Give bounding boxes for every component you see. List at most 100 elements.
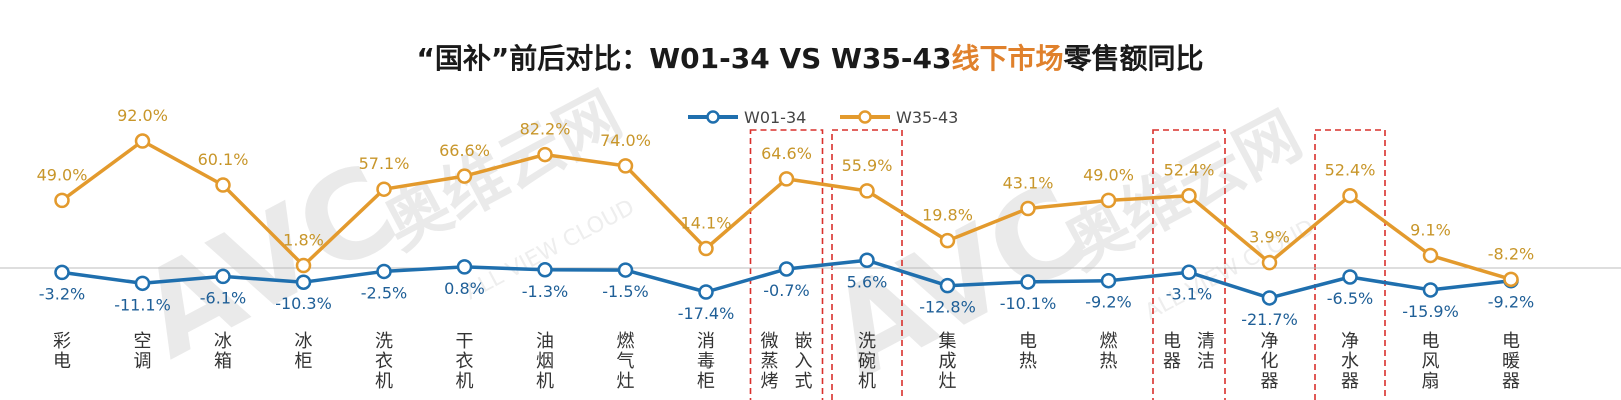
- data-point-w35-43: [1503, 271, 1519, 288]
- data-point-w01-34: [1181, 264, 1197, 281]
- data-label-w01-34: -1.3%: [522, 282, 568, 301]
- data-label-w01-34: -0.7%: [763, 281, 809, 300]
- legend-marker-w35-43: [858, 110, 872, 124]
- category-label: 清洁: [1197, 331, 1215, 372]
- data-point-w35-43: [295, 257, 312, 274]
- category-label: 电器: [1163, 331, 1181, 372]
- category-label: 电暖器: [1502, 331, 1520, 392]
- category-label: 燃热: [1100, 331, 1118, 372]
- category-label: 冰柜: [295, 331, 313, 372]
- data-labels: -3.2% -11.1% -6.1% -10.3% -2.5% 0.8% -1.3% -1.5…: [37, 106, 1535, 329]
- category-label: 冰箱: [214, 331, 232, 372]
- category-label: 彩电: [53, 331, 71, 372]
- data-label-w01-34: -3.2%: [39, 284, 85, 303]
- legend-label-w35-43: W35-43: [896, 108, 958, 127]
- data-label-w35-43: 52.4%: [1164, 161, 1215, 180]
- category-label: 微蒸烤: [761, 331, 779, 392]
- data-label-w01-34: -2.5%: [361, 283, 407, 302]
- data-point-w35-43: [939, 232, 956, 249]
- data-point-w01-34: [1020, 274, 1036, 290]
- data-label-w35-43: 3.9%: [1249, 228, 1290, 247]
- category-label: 嵌入式: [795, 331, 813, 392]
- category-label: 干衣机: [456, 331, 474, 392]
- chart-title-prefix: “国补”前后对比：W01-34 VS W35-43: [416, 42, 951, 75]
- data-point-w01-34: [1342, 269, 1358, 285]
- data-label-w35-43: 52.4%: [1325, 161, 1376, 180]
- data-label-w01-34: -21.7%: [1241, 310, 1298, 329]
- data-label-w35-43: 60.1%: [198, 150, 249, 169]
- data-label-w35-43: 49.0%: [1083, 165, 1134, 184]
- data-label-w35-43: 64.6%: [761, 144, 812, 163]
- data-label-w35-43: 43.1%: [1003, 174, 1054, 193]
- data-point-w01-34: [859, 252, 875, 269]
- highlight-box: [1314, 129, 1386, 400]
- data-point-w35-43: [1181, 187, 1197, 204]
- data-label-w01-34: -6.5%: [1327, 289, 1373, 308]
- data-point-w01-34: [134, 275, 151, 292]
- data-label-w01-34: -12.8%: [919, 298, 976, 317]
- data-point-w35-43: [134, 133, 151, 149]
- data-point-w35-43: [376, 181, 392, 197]
- data-point-w01-34: [54, 264, 70, 281]
- data-label-w35-43: 74.0%: [600, 131, 651, 150]
- data-label-w01-34: -10.3%: [275, 294, 332, 313]
- category-label: 空调: [134, 331, 152, 372]
- category-label: 洗碗机: [858, 331, 876, 392]
- data-point-w01-34: [698, 284, 714, 300]
- data-point-w01-34: [537, 262, 553, 278]
- data-label-w35-43: 1.8%: [283, 231, 324, 250]
- data-label-w01-34: 0.8%: [444, 279, 485, 298]
- chart-title-accent: 线下市场: [951, 42, 1063, 75]
- category-label: 净水器: [1341, 331, 1359, 392]
- highlight-box: [1152, 129, 1226, 400]
- category-label: 电热: [1019, 331, 1037, 372]
- data-label-w35-43: 57.1%: [359, 154, 410, 173]
- data-label-w35-43: 9.1%: [1410, 220, 1451, 239]
- legend-marker-w01-34: [706, 110, 720, 124]
- highlight-box: [749, 129, 824, 400]
- legend-label-w01-34: W01-34: [744, 108, 806, 127]
- data-point-w35-43: [54, 192, 70, 209]
- data-point-w35-43: [859, 183, 875, 199]
- data-label-w35-43: 66.6%: [439, 141, 490, 160]
- legend: W01-34 W35-43: [688, 108, 958, 127]
- data-label-w35-43: 14.1%: [681, 214, 732, 233]
- category-label: 洗衣机: [375, 331, 393, 392]
- data-point-w35-43: [1342, 187, 1358, 204]
- data-point-w01-34: [1422, 282, 1439, 298]
- data-point-w35-43: [698, 240, 714, 257]
- data-label-w35-43: -8.2%: [1488, 244, 1534, 263]
- data-label-w35-43: 19.8%: [922, 206, 973, 225]
- data-point-w01-34: [939, 277, 956, 294]
- data-label-w01-34: -9.2%: [1085, 293, 1131, 312]
- data-point-w35-43: [1261, 254, 1278, 271]
- data-point-w01-34: [1261, 290, 1278, 306]
- series-points: [54, 133, 1519, 306]
- data-point-w01-34: [295, 274, 312, 290]
- data-point-w01-34: [617, 262, 634, 278]
- data-point-w35-43: [1100, 192, 1117, 209]
- data-point-w01-34: [215, 268, 231, 285]
- category-label: 燃气灶: [617, 331, 635, 392]
- data-label-w35-43: 55.9%: [842, 156, 893, 175]
- chart-title: “国补”前后对比：W01-34 VS W35-43线下市场零售额同比: [416, 42, 1203, 75]
- data-point-w35-43: [537, 146, 553, 163]
- data-label-w01-34: -1.5%: [602, 282, 648, 301]
- data-point-w35-43: [215, 177, 231, 193]
- data-point-w35-43: [778, 171, 795, 187]
- category-label: 油烟机: [536, 331, 554, 392]
- data-label-w01-34: -17.4%: [678, 304, 735, 323]
- watermark-logo-left: AVC: [118, 138, 418, 385]
- data-label-w35-43: 49.0%: [37, 165, 88, 184]
- data-label-w01-34: 5.6%: [847, 272, 888, 291]
- data-point-w01-34: [376, 263, 392, 280]
- category-label: 集成灶: [939, 331, 957, 392]
- data-point-w01-34: [1100, 272, 1117, 289]
- data-label-w01-34: -11.1%: [114, 295, 171, 314]
- category-label: 消毒柜: [697, 331, 715, 392]
- data-point-w01-34: [778, 261, 795, 277]
- data-label-w01-34: -10.1%: [1000, 294, 1057, 313]
- data-point-w35-43: [456, 168, 473, 184]
